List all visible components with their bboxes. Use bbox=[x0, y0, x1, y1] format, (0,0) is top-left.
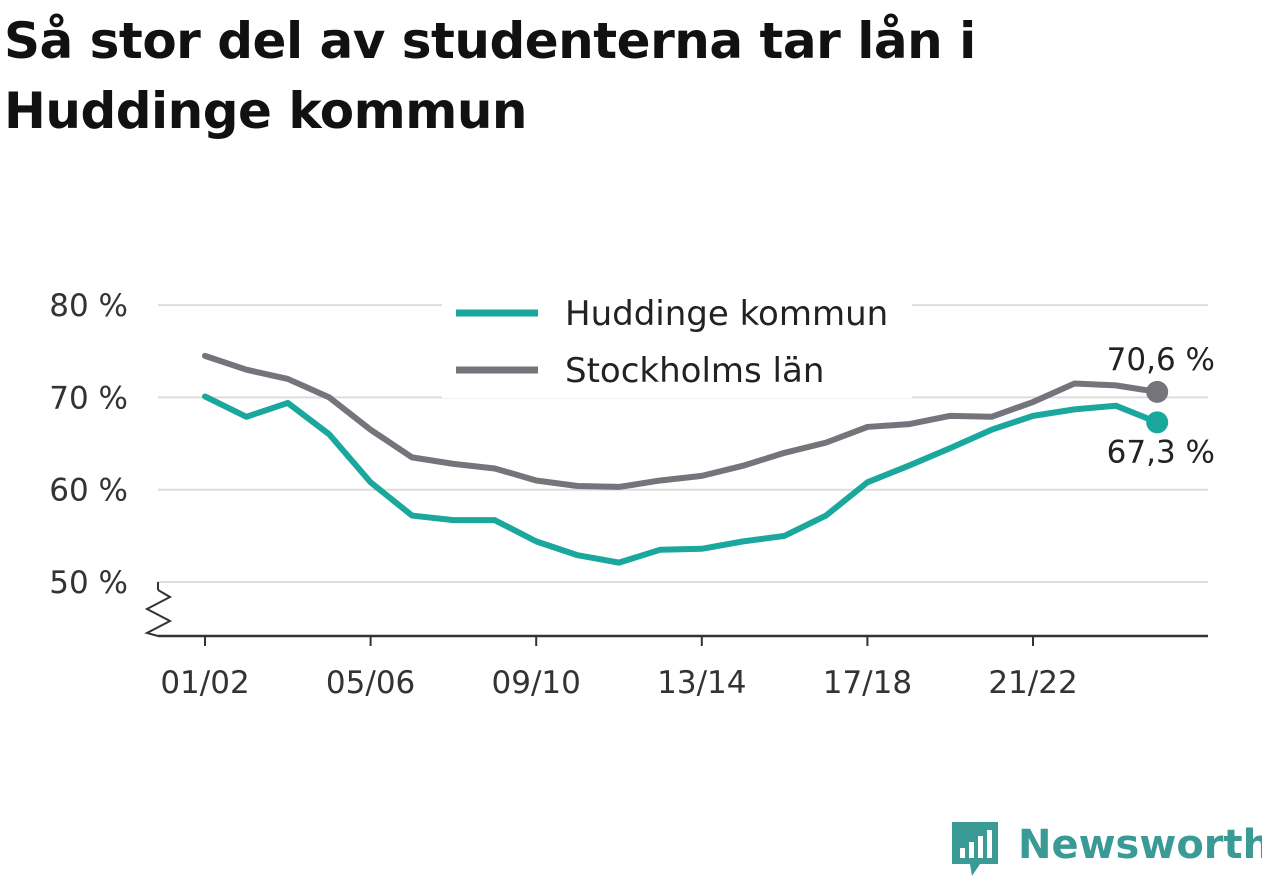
series-line-1 bbox=[202, 352, 1161, 490]
axis-break-icon bbox=[144, 589, 173, 637]
x-tick-label: 13/14 bbox=[657, 665, 746, 701]
page-title: Så stor del av studenterna tar lån i Hud… bbox=[4, 12, 976, 140]
y-tick-label: 50 % bbox=[49, 565, 128, 601]
series-line-0 bbox=[202, 393, 1161, 566]
x-tick-label: 17/18 bbox=[823, 665, 912, 701]
y-tick-label: 70 % bbox=[49, 380, 128, 416]
legend-background bbox=[442, 288, 912, 398]
brand-name: Newsworthy bbox=[1018, 822, 1262, 868]
x-tick-label: 21/22 bbox=[988, 665, 1077, 701]
brand-logo: Newsworthy bbox=[950, 818, 1262, 878]
end-point-1 bbox=[1146, 380, 1169, 403]
end-label-0: 67,3 % bbox=[1107, 434, 1215, 470]
legend: Huddinge kommun Stockholms län bbox=[442, 288, 912, 398]
y-tick-label: 60 % bbox=[49, 473, 128, 509]
y-tick-label: 80 % bbox=[49, 288, 128, 324]
x-axis: 01/02 05/06 09/10 13/14 17/18 21/22 bbox=[144, 582, 1208, 701]
end-label-1: 70,6 % bbox=[1107, 342, 1215, 378]
x-tick-label: 09/10 bbox=[492, 665, 581, 701]
end-point-0 bbox=[1146, 411, 1169, 434]
x-tick-label: 01/02 bbox=[160, 665, 249, 701]
legend-label: Huddinge kommun bbox=[565, 294, 888, 334]
y-axis: 50 % 60 % 70 % 80 % bbox=[49, 288, 128, 601]
newsworthy-logo-icon bbox=[952, 822, 998, 876]
series-lines: 67,3 % 70,6 % bbox=[202, 342, 1215, 566]
x-tick-label: 05/06 bbox=[326, 665, 415, 701]
legend-label: Stockholms län bbox=[565, 351, 824, 391]
